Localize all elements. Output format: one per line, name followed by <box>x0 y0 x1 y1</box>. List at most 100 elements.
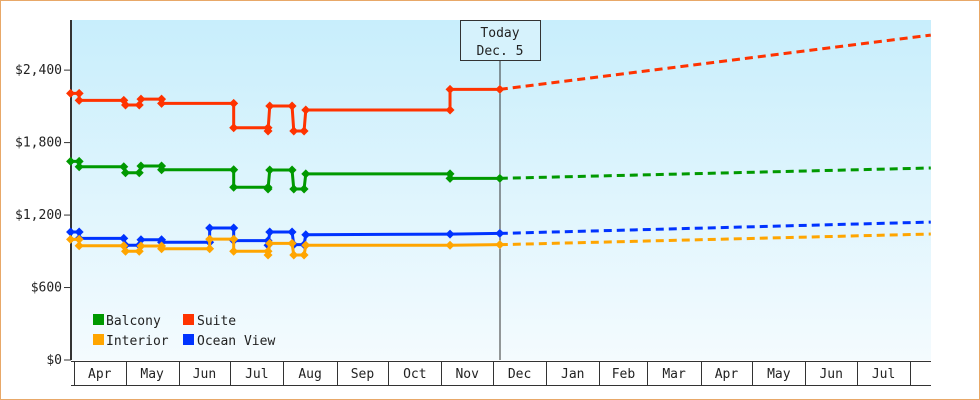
data-point[interactable] <box>299 184 309 194</box>
data-point[interactable] <box>445 240 455 250</box>
data-point[interactable] <box>229 234 239 244</box>
y-tick-label: $600 <box>31 281 62 296</box>
data-point[interactable] <box>66 88 76 98</box>
data-point[interactable] <box>299 250 309 260</box>
legend-label-ocean-view: Ocean View <box>197 334 275 349</box>
data-point[interactable] <box>301 230 311 240</box>
x-axis: Apr May Jun Jul Aug Sep Oct Nov Dec Jan Feb Mar Apr M… <box>71 361 931 386</box>
data-point[interactable] <box>229 182 239 192</box>
forecast-line-interior <box>499 232 931 247</box>
data-point[interactable] <box>134 168 144 178</box>
data-point[interactable] <box>445 229 455 239</box>
today-date: Dec. 5 <box>477 44 524 59</box>
data-point[interactable] <box>74 234 84 244</box>
y-tick-label: $0 <box>46 353 62 368</box>
data-point[interactable] <box>119 233 129 243</box>
data-point[interactable] <box>287 101 297 111</box>
data-point[interactable] <box>265 101 275 111</box>
data-point[interactable] <box>136 241 146 251</box>
data-point[interactable] <box>495 173 505 183</box>
data-point[interactable] <box>229 98 239 108</box>
data-point[interactable] <box>289 126 299 136</box>
series-suite <box>66 33 931 136</box>
forecast-line-ocean-view <box>499 220 931 235</box>
data-point[interactable] <box>289 250 299 260</box>
data-point[interactable] <box>66 227 76 237</box>
data-point[interactable] <box>157 244 167 254</box>
legend-label-balcony: Balcony <box>106 314 161 329</box>
data-point[interactable] <box>205 234 215 244</box>
data-point[interactable] <box>263 126 273 136</box>
data-point[interactable] <box>265 238 275 248</box>
data-point[interactable] <box>74 156 84 166</box>
data-point[interactable] <box>136 235 146 245</box>
data-point[interactable] <box>74 227 84 237</box>
data-point[interactable] <box>157 165 167 175</box>
forecast-line-balcony <box>499 166 931 180</box>
series-group <box>66 33 931 260</box>
data-point[interactable] <box>229 165 239 175</box>
series-balcony <box>66 156 931 194</box>
data-point[interactable] <box>121 246 131 256</box>
data-point[interactable] <box>445 105 455 115</box>
series-interior <box>66 232 931 260</box>
data-point[interactable] <box>265 165 275 175</box>
data-point[interactable] <box>205 244 215 254</box>
x-tick-label: Jul <box>245 367 268 382</box>
today-label: Today <box>480 26 519 41</box>
data-point[interactable] <box>74 241 84 251</box>
data-point[interactable] <box>289 184 299 194</box>
legend-swatch-suite <box>183 314 194 325</box>
legend: Balcony Suite Interior Ocean View <box>93 314 275 349</box>
data-point[interactable] <box>229 223 239 233</box>
data-point[interactable] <box>66 234 76 244</box>
data-point[interactable] <box>205 223 215 233</box>
data-point[interactable] <box>136 161 146 171</box>
today-marker: Today Dec. 5 <box>460 20 541 360</box>
data-point[interactable] <box>301 105 311 115</box>
data-point[interactable] <box>74 88 84 98</box>
data-point[interactable] <box>263 250 273 260</box>
x-tick-label: Aug <box>298 367 321 382</box>
x-tick-label: May <box>767 367 791 382</box>
data-point[interactable] <box>121 100 131 110</box>
data-point[interactable] <box>301 240 311 250</box>
data-point[interactable] <box>299 126 309 136</box>
x-tick-label: Jun <box>193 367 216 382</box>
x-tick-label: Apr <box>715 367 739 382</box>
legend-label-suite: Suite <box>197 314 236 329</box>
y-tick-label: $2,400 <box>15 63 62 78</box>
data-point[interactable] <box>445 173 455 183</box>
data-point[interactable] <box>495 228 505 238</box>
legend-swatch-balcony <box>93 314 104 325</box>
x-tick-label: Feb <box>612 367 636 382</box>
data-point[interactable] <box>287 238 297 248</box>
data-point[interactable] <box>265 227 275 237</box>
data-point[interactable] <box>287 227 297 237</box>
data-point[interactable] <box>495 240 505 250</box>
x-tick-label: Jan <box>561 367 584 382</box>
data-point[interactable] <box>229 123 239 133</box>
x-tick-label: Mar <box>662 367 686 382</box>
data-point[interactable] <box>301 169 311 179</box>
data-point[interactable] <box>157 98 167 108</box>
data-point[interactable] <box>121 168 131 178</box>
data-point[interactable] <box>136 94 146 104</box>
data-point[interactable] <box>229 246 239 256</box>
x-tick-label: Nov <box>455 367 479 382</box>
today-box <box>460 20 541 61</box>
data-point[interactable] <box>263 184 273 194</box>
data-point[interactable] <box>287 165 297 175</box>
data-point[interactable] <box>74 162 84 172</box>
legend-label-interior: Interior <box>106 334 169 349</box>
data-point[interactable] <box>74 95 84 105</box>
y-tick-label: $1,800 <box>15 136 62 151</box>
x-tick-label: Oct <box>403 367 426 382</box>
data-point[interactable] <box>495 84 505 94</box>
data-point[interactable] <box>445 84 455 94</box>
legend-swatch-interior <box>93 334 104 345</box>
x-tick-label: Sep <box>351 367 375 382</box>
data-point[interactable] <box>66 156 76 166</box>
